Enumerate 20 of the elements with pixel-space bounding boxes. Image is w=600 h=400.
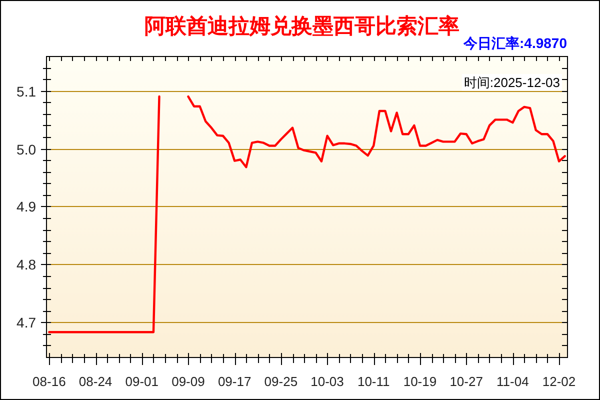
y-tick-label: 4.9 [16, 198, 36, 214]
x-tick-label: 10-03 [310, 374, 344, 389]
x-tick-label: 09-09 [172, 374, 205, 389]
y-tick-label: 5.1 [16, 84, 36, 100]
x-tick-label: 10-11 [357, 374, 390, 389]
x-tick-label: 09-25 [264, 374, 298, 389]
x-tick-label: 09-17 [218, 374, 252, 389]
y-tick-label: 4.7 [16, 314, 36, 330]
x-tick-label: 10-27 [450, 374, 483, 389]
chart-subtitle: 今日汇率:4.9870 [462, 35, 568, 51]
x-tick-label: 10-19 [403, 374, 437, 389]
x-tick-label: 11-04 [496, 374, 529, 389]
x-tick-label: 08-24 [78, 374, 112, 389]
x-tick-label: 09-01 [125, 374, 159, 389]
annotation: 时间:2025-12-03 [464, 75, 560, 90]
y-tick-label: 5.0 [16, 142, 36, 158]
x-tick-label: 12-02 [542, 374, 576, 389]
x-tick-label: 08-16 [32, 374, 66, 389]
y-tick-label: 4.8 [16, 256, 36, 272]
chart-title: 阿联酋迪拉姆兑换墨西哥比索汇率 [144, 14, 460, 38]
